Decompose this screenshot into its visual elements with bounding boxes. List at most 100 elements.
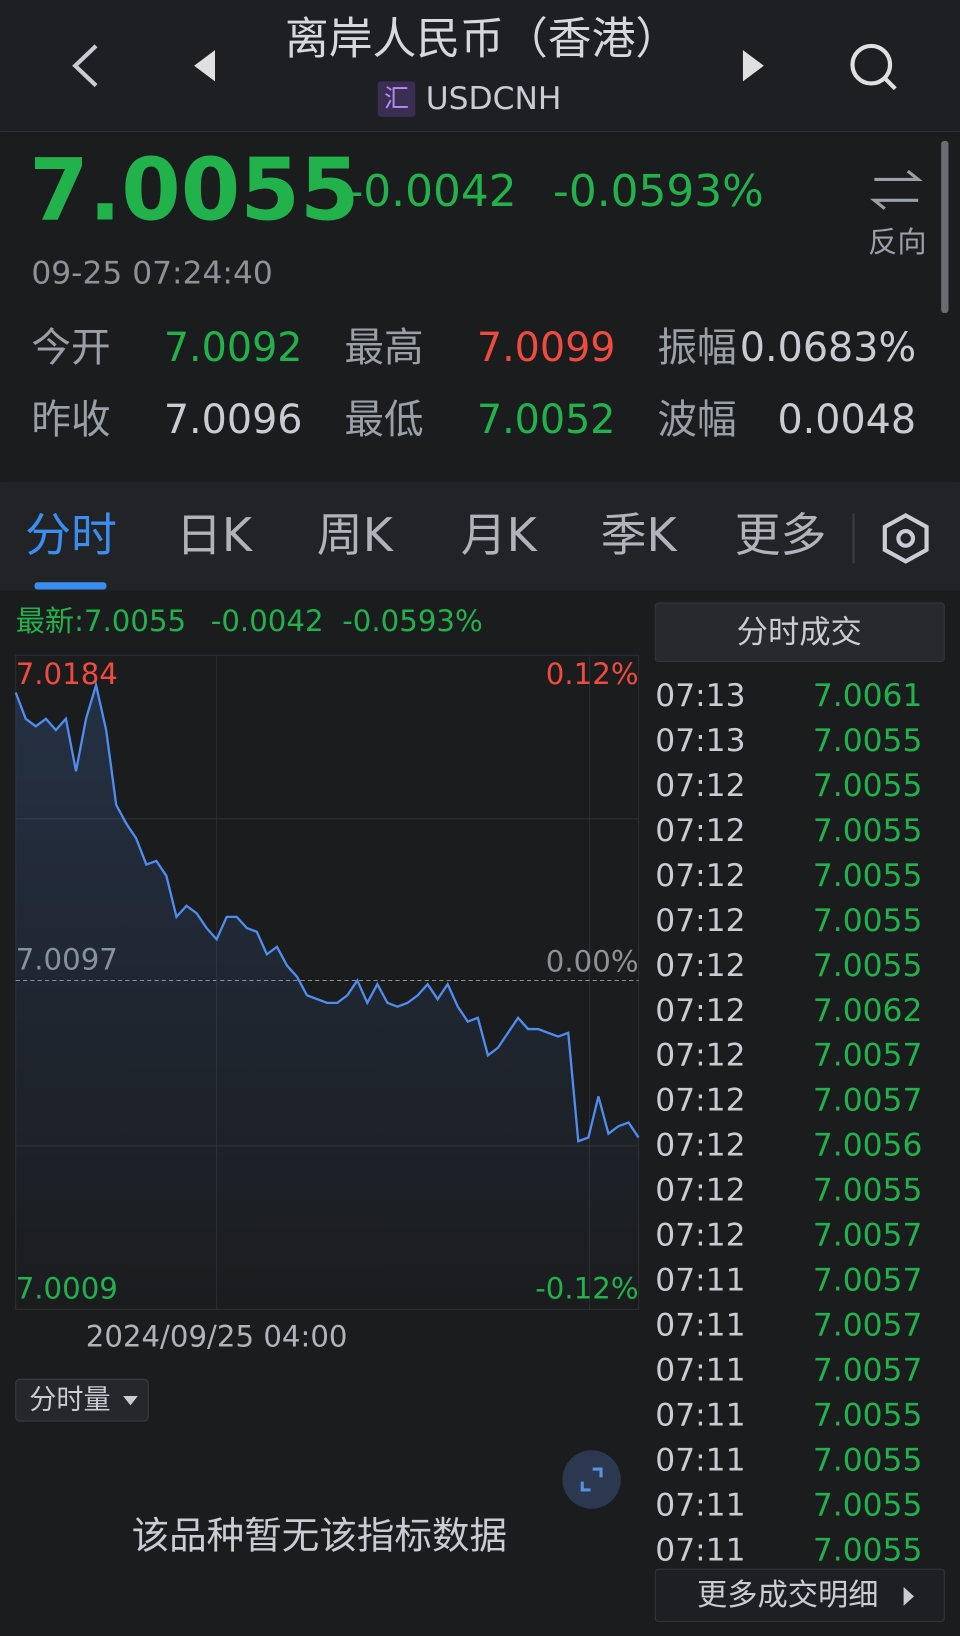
settings-button[interactable] [882,513,929,564]
trade-time: 07:11 [655,1308,745,1344]
y2-tick-label: 0.00% [546,945,639,979]
trades-list: 07:13 7.0061 07:13 7.0055 07:12 7.0055 07:12 7.… [655,678,922,1568]
trade-price: 7.0055 [813,903,923,939]
trade-time: 07:13 [655,723,745,759]
trade-time: 07:12 [655,1083,745,1119]
page-title: 离岸人民币（香港） [285,14,679,65]
search-button[interactable] [850,43,897,91]
trade-time: 07:11 [655,1442,745,1478]
symbol: USDCNH [426,81,562,117]
reverse-icon[interactable] [869,169,923,210]
trade-time: 07:12 [655,993,745,1029]
price-area [15,685,639,1310]
change: -0.0042 [347,166,516,217]
tabs: 分时 日K 周K 月K 季K 更多 [25,508,826,562]
trade-price: 7.0061 [813,678,923,714]
stat-value: 7.0052 [477,397,616,443]
reverse-label[interactable]: 反向 [868,225,926,259]
scrollbar [941,140,949,314]
trade-price: 7.0057 [813,1353,923,1389]
tab-indicator [34,582,107,590]
trade-time: 07:11 [655,1487,745,1523]
trade-time: 07:11 [655,1532,745,1568]
more-trades[interactable]: 更多成交明细 [697,1578,879,1613]
expand-icon [580,1467,603,1492]
tab[interactable]: 季K [601,508,679,562]
badge: 汇 [384,84,409,113]
trade-time: 07:11 [655,1397,745,1433]
change-pct: -0.0593% [553,166,764,217]
x-tick-label: 2024/09/25 04:00 [86,1320,348,1354]
next-button[interactable] [742,50,764,82]
trade-time: 07:12 [655,768,745,804]
price: 7.0055 [29,142,359,241]
stat-label: 振幅 [657,325,736,371]
volume-selector[interactable]: 分时量 [29,1385,110,1416]
stat-label: 昨收 [31,397,110,443]
tab-bar [0,482,960,591]
back-button[interactable] [72,44,98,88]
nav-bar [0,0,960,132]
stat-value: 7.0092 [164,325,303,371]
tab[interactable]: 分时 [25,508,117,562]
trades-title: 分时成交 [737,614,862,650]
stat-label: 波幅 [657,397,736,443]
trade-price: 7.0055 [813,723,923,759]
trade-time: 07:12 [655,1038,745,1074]
trade-price: 7.0055 [813,1532,923,1568]
more-trades-button[interactable] [654,1568,945,1622]
trade-time: 07:12 [655,1173,745,1209]
trade-price: 7.0057 [813,1263,923,1299]
chart-legend-pct: -0.0593% [342,604,482,638]
volume-selector-box[interactable] [15,1378,149,1422]
stat-label: 最低 [344,397,423,443]
trade-price: 7.0055 [813,768,923,804]
y2-tick-label: 0.12% [546,657,639,691]
chart-legend-change: -0.0042 [211,604,324,638]
trade-time: 07:12 [655,1218,745,1254]
stat-value: 7.0099 [477,325,616,371]
trade-time: 07:12 [655,1128,745,1164]
stat-label: 最高 [344,325,423,371]
expand-button[interactable] [562,1450,621,1509]
selector-arrow [123,1396,138,1406]
trade-price: 7.0055 [813,1397,923,1433]
trade-time: 07:12 [655,813,745,849]
tab[interactable]: 日K [176,508,254,562]
tab[interactable]: 更多 [735,508,827,562]
trade-time: 07:12 [655,948,745,984]
trade-price: 7.0055 [813,813,923,849]
trades-header [654,602,945,663]
trade-time: 07:12 [655,858,745,894]
tab[interactable]: 月K [461,508,539,562]
trade-price: 7.0062 [813,993,923,1029]
empty-indicator: 该品种暂无该指标数据 [132,1513,507,1557]
y-tick-label: 7.0184 [16,657,118,691]
stat-label: 今开 [31,325,110,371]
chart-legend: 最新:7.0055 [16,604,186,638]
trade-price: 7.0055 [813,1487,923,1523]
trade-time: 07:11 [655,1263,745,1299]
trade-time: 07:13 [655,678,745,714]
trade-price: 7.0055 [813,948,923,984]
trade-time: 07:12 [655,903,745,939]
trade-price: 7.0057 [813,1218,923,1254]
tab[interactable]: 周K [317,508,395,562]
stat-value: 7.0096 [164,397,303,443]
trade-price: 7.0055 [813,1173,923,1209]
trade-price: 7.0057 [813,1038,923,1074]
trade-price: 7.0056 [813,1128,923,1164]
quote-time: 09-25 07:24:40 [31,255,272,291]
prev-button[interactable] [194,50,215,82]
trade-price: 7.0055 [813,1442,923,1478]
badge-bg [377,81,416,117]
stats: 今开 7.0092 最高 7.0099 振幅 0.0683% 昨收 7.0096 最低 7.005… [31,325,916,443]
price-line [14,680,640,1143]
trade-price: 7.0057 [813,1083,923,1119]
stat-value: 0.0683% [740,325,916,371]
chart: 最新:7.0055-0.0042-0.0593%7.01847.00977.00… [14,604,640,1354]
more-arrow [903,1586,915,1606]
